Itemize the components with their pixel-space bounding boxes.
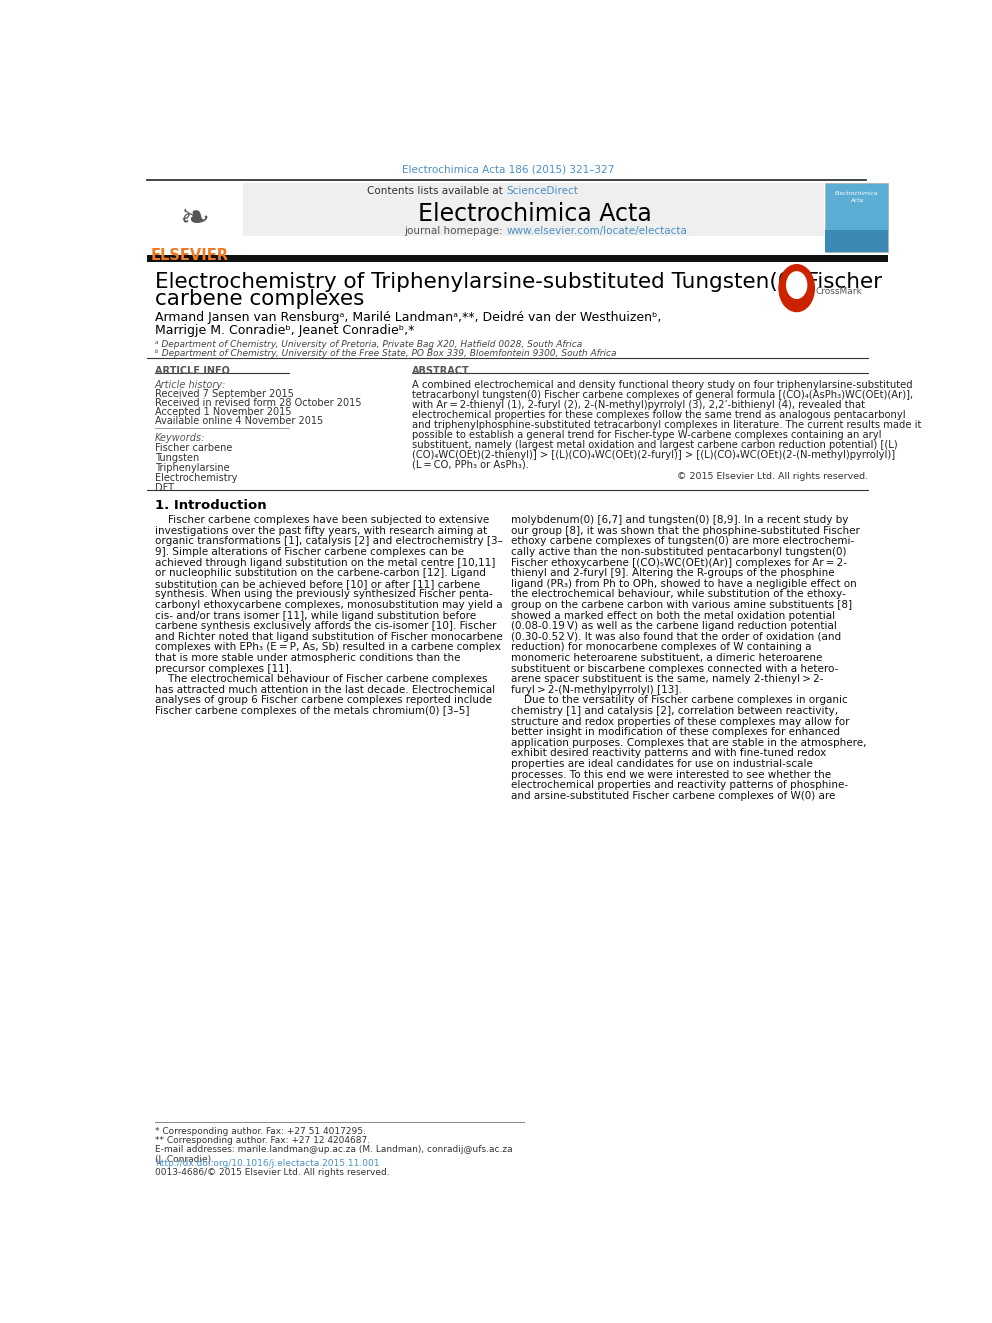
Text: substitution can be achieved before [10] or after [11] carbene: substitution can be achieved before [10]… (155, 579, 480, 589)
Text: © 2015 Elsevier Ltd. All rights reserved.: © 2015 Elsevier Ltd. All rights reserved… (678, 472, 868, 480)
Text: Electrochemistry: Electrochemistry (155, 472, 237, 483)
Text: tetracarbonyl tungsten(0) Fischer carbene complexes of general formula [(CO)₄(As: tetracarbonyl tungsten(0) Fischer carben… (413, 390, 914, 400)
Text: 1. Introduction: 1. Introduction (155, 499, 267, 512)
Text: The electrochemical behaviour of Fischer carbene complexes: The electrochemical behaviour of Fischer… (155, 675, 487, 684)
Text: Fischer carbene complexes have been subjected to extensive: Fischer carbene complexes have been subj… (155, 515, 489, 525)
FancyBboxPatch shape (243, 183, 823, 237)
Text: analyses of group 6 Fischer carbene complexes reported include: analyses of group 6 Fischer carbene comp… (155, 696, 492, 705)
Text: Contents lists available at: Contents lists available at (367, 187, 506, 196)
Text: molybdenum(0) [6,7] and tungsten(0) [8,9]. In a recent study by: molybdenum(0) [6,7] and tungsten(0) [8,9… (511, 515, 848, 525)
Text: substituent, namely (largest metal oxidation and largest carbene carbon reductio: substituent, namely (largest metal oxida… (413, 439, 898, 450)
Text: organic transformations [1], catalysis [2] and electrochemistry [3–: organic transformations [1], catalysis [… (155, 537, 503, 546)
Text: ARTICLE INFO: ARTICLE INFO (155, 365, 229, 376)
Text: Fischer ethoxycarbene [(CO)₅WC(OEt)(Ar)] complexes for Ar = 2-: Fischer ethoxycarbene [(CO)₅WC(OEt)(Ar)]… (511, 558, 847, 568)
Text: arene spacer substituent is the same, namely 2-thienyl > 2-: arene spacer substituent is the same, na… (511, 675, 823, 684)
Text: * Corresponding author. Fax: +27 51 4017295.: * Corresponding author. Fax: +27 51 4017… (155, 1127, 366, 1135)
Text: our group [8], it was shown that the phosphine-substituted Fischer: our group [8], it was shown that the pho… (511, 527, 860, 536)
Text: possible to establish a general trend for Fischer-type W-carbene complexes conta: possible to establish a general trend fo… (413, 430, 882, 439)
Text: Due to the versatility of Fischer carbene complexes in organic: Due to the versatility of Fischer carben… (511, 696, 847, 705)
Text: (CO)₄WC(OEt)(2-thienyl)] > [(L)(CO)₄WC(OEt)(2-furyl)] > [(L)(CO)₄WC(OEt)(2-(N-me: (CO)₄WC(OEt)(2-thienyl)] > [(L)(CO)₄WC(O… (413, 450, 896, 459)
Text: ligand (PR₃) from Ph to OPh, showed to have a negligible effect on: ligand (PR₃) from Ph to OPh, showed to h… (511, 579, 856, 589)
Circle shape (779, 265, 814, 312)
Text: furyl > 2-(N-methylpyrrolyl) [13].: furyl > 2-(N-methylpyrrolyl) [13]. (511, 685, 682, 695)
Text: ** Corresponding author. Fax: +27 12 4204687.: ** Corresponding author. Fax: +27 12 420… (155, 1135, 370, 1144)
Text: and arsine-substituted Fischer carbene complexes of W(0) are: and arsine-substituted Fischer carbene c… (511, 791, 835, 800)
Text: Received in revised form 28 October 2015: Received in revised form 28 October 2015 (155, 398, 361, 409)
Text: 9]. Simple alterations of Fischer carbene complexes can be: 9]. Simple alterations of Fischer carben… (155, 548, 463, 557)
Text: Armand Jansen van Rensburgᵃ, Marilé Landmanᵃ,**, Deidré van der Westhuizenᵇ,: Armand Jansen van Rensburgᵃ, Marilé Land… (155, 311, 661, 324)
Text: electrochemical properties for these complexes follow the same trend as analogou: electrochemical properties for these com… (413, 410, 906, 419)
Text: investigations over the past fifty years, with research aiming at: investigations over the past fifty years… (155, 527, 487, 536)
Text: and Richter noted that ligand substitution of Fischer monocarbene: and Richter noted that ligand substituti… (155, 632, 503, 642)
Text: and triphenylphosphine-substituted tetracarbonyl complexes in literature. The cu: and triphenylphosphine-substituted tetra… (413, 419, 922, 430)
Text: www.elsevier.com/locate/electacta: www.elsevier.com/locate/electacta (506, 226, 687, 235)
Text: Acta: Acta (850, 198, 863, 204)
FancyBboxPatch shape (825, 230, 888, 253)
Text: Electrochemistry of Triphenylarsine-substituted Tungsten(0) Fischer: Electrochemistry of Triphenylarsine-subs… (155, 271, 882, 292)
Text: electrochemical properties and reactivity patterns of phosphine-: electrochemical properties and reactivit… (511, 781, 848, 790)
Text: application purposes. Complexes that are stable in the atmosphere,: application purposes. Complexes that are… (511, 738, 866, 747)
Text: ethoxy carbene complexes of tungsten(0) are more electrochemi-: ethoxy carbene complexes of tungsten(0) … (511, 537, 854, 546)
Text: achieved through ligand substitution on the metal centre [10,11]: achieved through ligand substitution on … (155, 558, 495, 568)
Text: better insight in modification of these complexes for enhanced: better insight in modification of these … (511, 728, 839, 737)
Text: group on the carbene carbon with various amine substituents [8]: group on the carbene carbon with various… (511, 601, 852, 610)
Text: Accepted 1 November 2015: Accepted 1 November 2015 (155, 407, 292, 417)
FancyBboxPatch shape (825, 183, 888, 253)
Text: Fischer carbene complexes of the metals chromium(0) [3–5]: Fischer carbene complexes of the metals … (155, 706, 469, 716)
Text: Available online 4 November 2015: Available online 4 November 2015 (155, 417, 323, 426)
Text: Electrochimica Acta: Electrochimica Acta (419, 201, 652, 225)
Text: CrossMark: CrossMark (815, 287, 863, 296)
Text: Received 7 September 2015: Received 7 September 2015 (155, 389, 294, 400)
Text: ScienceDirect: ScienceDirect (506, 187, 578, 196)
Text: (0.30-0.52 V). It was also found that the order of oxidation (and: (0.30-0.52 V). It was also found that th… (511, 632, 841, 642)
Text: Electrochimica: Electrochimica (835, 192, 878, 196)
Text: with Ar = 2-thienyl (1), 2-furyl (2), 2-(N-methyl)pyrrolyl (3), 2,2’-bithienyl (: with Ar = 2-thienyl (1), 2-furyl (2), 2-… (413, 400, 865, 410)
Text: thienyl and 2-furyl [9]. Altering the R-groups of the phosphine: thienyl and 2-furyl [9]. Altering the R-… (511, 569, 834, 578)
Text: complexes with EPh₃ (E = P, As, Sb) resulted in a carbene complex: complexes with EPh₃ (E = P, As, Sb) resu… (155, 643, 501, 652)
Text: ELSEVIER: ELSEVIER (150, 249, 228, 263)
Text: showed a marked effect on both the metal oxidation potential: showed a marked effect on both the metal… (511, 611, 835, 620)
Text: ᵃ Department of Chemistry, University of Pretoria, Private Bag X20, Hatfield 002: ᵃ Department of Chemistry, University of… (155, 340, 582, 349)
Text: (0.08-0.19 V) as well as the carbene ligand reduction potential: (0.08-0.19 V) as well as the carbene lig… (511, 622, 836, 631)
Text: Electrochimica Acta 186 (2015) 321–327: Electrochimica Acta 186 (2015) 321–327 (402, 164, 615, 175)
Text: substituent or biscarbene complexes connected with a hetero-: substituent or biscarbene complexes conn… (511, 664, 838, 673)
Text: precursor complexes [11].: precursor complexes [11]. (155, 664, 292, 673)
Text: synthesis. When using the previously synthesized Fischer penta-: synthesis. When using the previously syn… (155, 590, 492, 599)
Text: journal homepage:: journal homepage: (404, 226, 506, 235)
FancyBboxPatch shape (147, 254, 888, 262)
Text: Fischer carbene: Fischer carbene (155, 443, 232, 452)
Text: DFT: DFT (155, 483, 174, 493)
Text: Marrigje M. Conradieᵇ, Jeanet Conradieᵇ,*: Marrigje M. Conradieᵇ, Jeanet Conradieᵇ,… (155, 324, 414, 337)
Text: ❧: ❧ (179, 201, 209, 235)
Text: reduction) for monocarbene complexes of W containing a: reduction) for monocarbene complexes of … (511, 643, 811, 652)
Text: Keywords:: Keywords: (155, 433, 205, 443)
Text: exhibit desired reactivity patterns and with fine-tuned redox: exhibit desired reactivity patterns and … (511, 749, 826, 758)
Text: has attracted much attention in the last decade. Electrochemical: has attracted much attention in the last… (155, 685, 495, 695)
Text: Tungsten: Tungsten (155, 452, 199, 463)
Text: or nucleophilic substitution on the carbene-carbon [12]. Ligand: or nucleophilic substitution on the carb… (155, 569, 486, 578)
Text: the electrochemical behaviour, while substitution of the ethoxy-: the electrochemical behaviour, while sub… (511, 590, 845, 599)
Text: ᵇ Department of Chemistry, University of the Free State, PO Box 339, Bloemfontei: ᵇ Department of Chemistry, University of… (155, 349, 616, 359)
Text: E-mail addresses: marile.landman@up.ac.za (M. Landman), conradij@ufs.ac.za
(J. C: E-mail addresses: marile.landman@up.ac.z… (155, 1144, 513, 1164)
Text: Article history:: Article history: (155, 380, 226, 390)
Text: structure and redox properties of these complexes may allow for: structure and redox properties of these … (511, 717, 849, 726)
Text: cally active than the non-substituted pentacarbonyl tungsten(0): cally active than the non-substituted pe… (511, 548, 846, 557)
Text: that is more stable under atmospheric conditions than the: that is more stable under atmospheric co… (155, 654, 460, 663)
Text: chemistry [1] and catalysis [2], correlation between reactivity,: chemistry [1] and catalysis [2], correla… (511, 706, 838, 716)
Text: (L = CO, PPh₃ or AsPh₃).: (L = CO, PPh₃ or AsPh₃). (413, 459, 530, 470)
Text: cis- and/or trans isomer [11], while ligand substitution before: cis- and/or trans isomer [11], while lig… (155, 611, 476, 620)
Text: carbonyl ethoxycarbene complexes, monosubstitution may yield a: carbonyl ethoxycarbene complexes, monosu… (155, 601, 502, 610)
Text: Triphenylarsine: Triphenylarsine (155, 463, 229, 472)
Text: ABSTRACT: ABSTRACT (413, 365, 470, 376)
Text: carbene complexes: carbene complexes (155, 290, 364, 310)
Text: http://dx.doi.org/10.1016/j.electacta.2015.11.001: http://dx.doi.org/10.1016/j.electacta.20… (155, 1159, 379, 1168)
Text: monomeric heteroarene substituent, a dimeric heteroarene: monomeric heteroarene substituent, a dim… (511, 654, 822, 663)
Text: 0013-4686/© 2015 Elsevier Ltd. All rights reserved.: 0013-4686/© 2015 Elsevier Ltd. All right… (155, 1168, 390, 1177)
Text: carbene synthesis exclusively affords the cis-isomer [10]. Fischer: carbene synthesis exclusively affords th… (155, 622, 496, 631)
Circle shape (787, 271, 806, 298)
Text: A combined electrochemical and density functional theory study on four triphenyl: A combined electrochemical and density f… (413, 380, 913, 390)
Text: processes. To this end we were interested to see whether the: processes. To this end we were intereste… (511, 770, 831, 779)
FancyBboxPatch shape (147, 183, 241, 254)
Text: properties are ideal candidates for use on industrial-scale: properties are ideal candidates for use … (511, 759, 812, 769)
